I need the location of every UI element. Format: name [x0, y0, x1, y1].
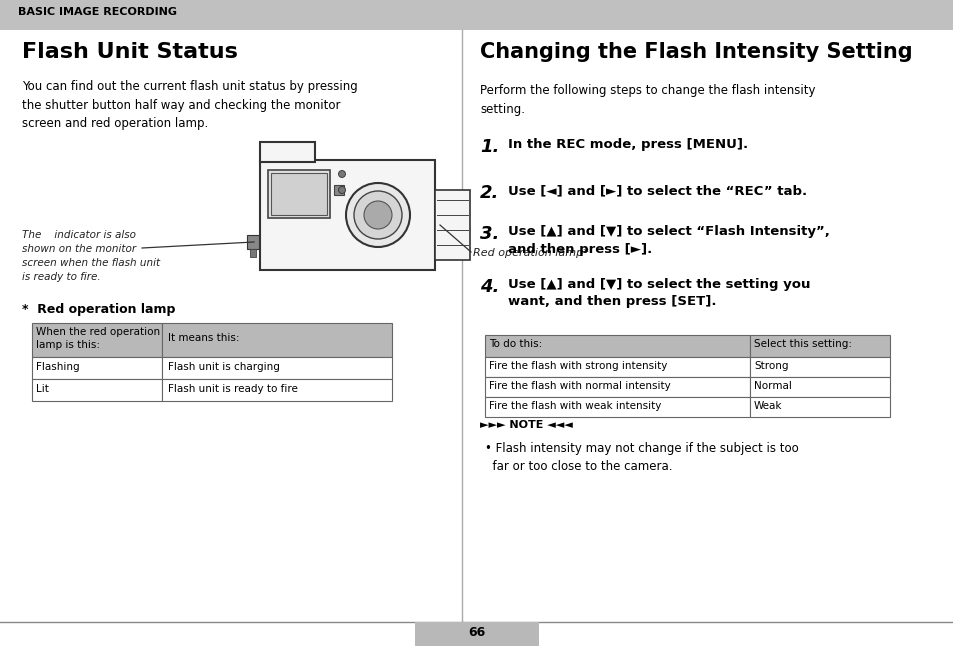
Bar	[32, 379, 162, 401]
Bar	[32, 357, 162, 379]
Text: Red operation lamp*: Red operation lamp*	[473, 248, 588, 258]
Text: Fire the flash with weak intensity: Fire the flash with weak intensity	[489, 401, 660, 411]
Bar	[271, 173, 327, 215]
Text: Normal: Normal	[753, 381, 791, 391]
Text: 66: 66	[468, 626, 485, 639]
Circle shape	[364, 201, 392, 229]
Bar	[484, 357, 749, 377]
Text: Changing the Flash Intensity Setting: Changing the Flash Intensity Setting	[479, 42, 912, 62]
Bar	[162, 357, 392, 379]
Bar	[484, 377, 749, 397]
Text: 2.: 2.	[479, 184, 498, 202]
Text: Use [◄] and [►] to select the “REC” tab.: Use [◄] and [►] to select the “REC” tab.	[507, 184, 806, 197]
Bar	[749, 377, 889, 397]
Text: Strong: Strong	[753, 361, 788, 371]
Text: Lit: Lit	[36, 384, 49, 394]
Bar	[162, 323, 392, 357]
Bar	[749, 397, 889, 417]
Bar	[435, 190, 470, 260]
Circle shape	[338, 171, 345, 178]
Text: Fire the flash with strong intensity: Fire the flash with strong intensity	[489, 361, 667, 371]
Bar	[484, 397, 749, 417]
Text: Flash unit is charging: Flash unit is charging	[168, 362, 279, 372]
Bar	[415, 622, 538, 646]
Text: Weak: Weak	[753, 401, 781, 411]
Bar	[484, 335, 749, 357]
Text: Flash unit is ready to fire: Flash unit is ready to fire	[168, 384, 297, 394]
Text: Use [▲] and [▼] to select the setting you
want, and then press [SET].: Use [▲] and [▼] to select the setting yo…	[507, 278, 810, 309]
Bar	[749, 335, 889, 357]
Circle shape	[346, 183, 410, 247]
Text: Flashing: Flashing	[36, 362, 79, 372]
Text: BASIC IMAGE RECORDING: BASIC IMAGE RECORDING	[18, 7, 177, 17]
Circle shape	[354, 191, 401, 239]
Bar	[334, 185, 344, 195]
Text: 4.: 4.	[479, 278, 498, 296]
Text: When the red operation
lamp is this:: When the red operation lamp is this:	[36, 327, 160, 349]
Text: ►►► NOTE ◄◄◄: ►►► NOTE ◄◄◄	[479, 420, 572, 430]
Text: Fire the flash with normal intensity: Fire the flash with normal intensity	[489, 381, 670, 391]
Text: Use [▲] and [▼] to select “Flash Intensity”,
and then press [►].: Use [▲] and [▼] to select “Flash Intensi…	[507, 225, 829, 256]
Text: In the REC mode, press [MENU].: In the REC mode, press [MENU].	[507, 138, 747, 151]
Bar	[268, 170, 330, 218]
Text: Flash Unit Status: Flash Unit Status	[22, 42, 237, 62]
Text: You can find out the current flash unit status by pressing
the shutter button ha: You can find out the current flash unit …	[22, 80, 357, 130]
Bar	[250, 249, 255, 257]
Text: Select this setting:: Select this setting:	[753, 339, 851, 349]
Text: The    indicator is also
shown on the monitor
screen when the flash unit
is read: The indicator is also shown on the monit…	[22, 230, 160, 282]
Text: To do this:: To do this:	[489, 339, 541, 349]
Bar	[260, 142, 314, 162]
Bar	[32, 323, 162, 357]
Text: Perform the following steps to change the flash intensity
setting.: Perform the following steps to change th…	[479, 84, 815, 116]
Bar	[260, 160, 435, 270]
Text: 3.: 3.	[479, 225, 498, 243]
Text: *  Red operation lamp: * Red operation lamp	[22, 303, 175, 316]
Bar	[162, 379, 392, 401]
Bar	[247, 235, 258, 249]
Text: • Flash intensity may not change if the subject is too
  far or too close to the: • Flash intensity may not change if the …	[484, 442, 798, 474]
Text: 1.: 1.	[479, 138, 498, 156]
Text: It means this:: It means this:	[168, 333, 239, 343]
Bar	[749, 357, 889, 377]
Circle shape	[338, 187, 345, 194]
Bar	[0, 0, 953, 30]
